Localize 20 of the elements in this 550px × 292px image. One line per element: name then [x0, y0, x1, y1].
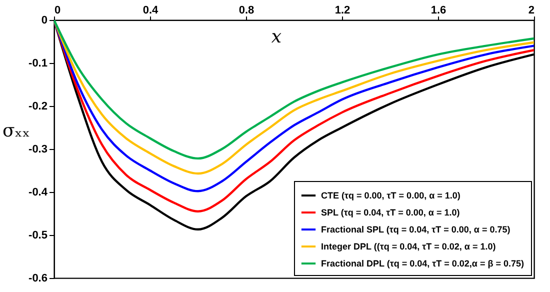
y-axis-title: σₓₓ [2, 120, 30, 142]
x-tick-label: 1.6 [430, 4, 446, 16]
legend-label: Fractional DPL (τq = 0.04, τT = 0.02,α = β = 0.75) [321, 258, 524, 268]
legend-label: CTE (τq = 0.00, τT = 0.00, α = 1.0) [321, 190, 460, 200]
y-tick-label: 0 [41, 14, 48, 26]
x-tick-label: 0.4 [142, 4, 160, 16]
legend-label: SPL (τq = 0.04, τT = 0.00, α = 1.0) [321, 208, 460, 218]
x-axis-title: x [271, 26, 282, 48]
x-tick-label: 0 [54, 4, 61, 16]
y-tick-label: -0.6 [28, 272, 48, 284]
x-tick-label: 0.8 [238, 4, 254, 16]
y-tick-label: -0.1 [28, 58, 48, 70]
x-tick-label: 2 [528, 4, 534, 16]
legend-label: Integer DPL ((τq = 0.04, τT = 0.02, α = 1.0) [321, 242, 496, 252]
legend-label: Fractional SPL (τq = 0.04, τT = 0.00, α = 0.75) [321, 224, 510, 234]
y-tick-label: -0.5 [28, 230, 48, 242]
x-tick-label: 1.2 [334, 4, 350, 16]
y-tick-label: -0.3 [28, 144, 48, 156]
y-tick-label: -0.2 [28, 100, 48, 112]
y-tick-label: -0.4 [28, 186, 48, 198]
